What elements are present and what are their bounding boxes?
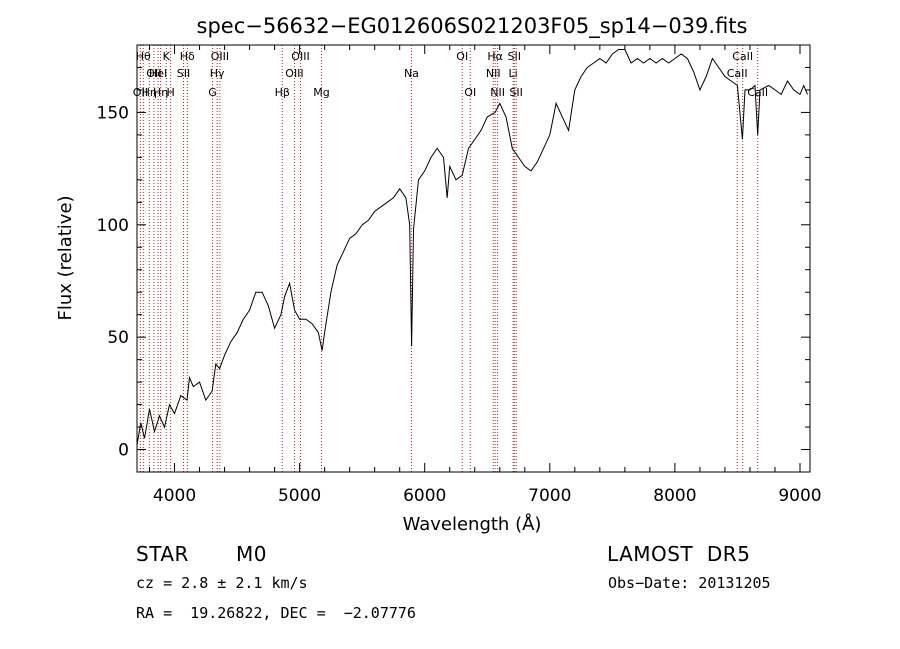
spectral-line-labels: OIIHθHηOIIHeIHηKHSIIHδGHγOIIIHβOIIIOIIIM… bbox=[133, 50, 768, 99]
plot-frame bbox=[136, 44, 811, 473]
y-tick-label: 100 bbox=[97, 216, 129, 236]
line-label: Mg bbox=[313, 86, 329, 99]
object-subclass: M0 bbox=[236, 542, 267, 566]
observation-date: Obs−Date: 20131205 bbox=[608, 574, 771, 592]
x-tick-label: 8000 bbox=[653, 486, 696, 506]
y-tick-label: 50 bbox=[107, 328, 129, 348]
sky-coordinates: RA = 19.26822, DEC = −2.07776 bbox=[136, 604, 416, 622]
x-tick-label: 9000 bbox=[778, 486, 821, 506]
line-label: OI bbox=[456, 50, 468, 63]
y-tick-label: 150 bbox=[97, 103, 129, 123]
line-label: G bbox=[208, 86, 217, 99]
x-axis: 4000 5000 6000 7000 8000 9000 bbox=[149, 45, 822, 506]
line-label: NII bbox=[486, 67, 501, 80]
chart-title: spec−56632−EG012606S021203F05_sp14−039.f… bbox=[197, 14, 748, 39]
line-label: Hη bbox=[142, 86, 157, 99]
redshift-velocity: cz = 2.8 ± 2.1 km/s bbox=[136, 574, 308, 592]
line-label: SII bbox=[177, 67, 190, 80]
line-label: Li bbox=[509, 67, 518, 80]
line-label: OIII bbox=[291, 50, 309, 63]
line-label: K bbox=[163, 50, 171, 63]
line-label: CaII bbox=[747, 86, 768, 99]
spectral-line-markers bbox=[139, 45, 759, 472]
line-label: NII bbox=[490, 86, 505, 99]
x-axis-label: Wavelength (Å) bbox=[403, 513, 542, 535]
line-label: Hη bbox=[153, 86, 168, 99]
line-label: OI bbox=[464, 86, 476, 99]
y-axis: 0 50 100 150 bbox=[97, 44, 810, 473]
line-label: Hδ bbox=[180, 50, 195, 63]
line-label: CaII bbox=[727, 67, 748, 80]
line-label: OII bbox=[146, 67, 161, 80]
line-label: Hα bbox=[487, 50, 503, 63]
line-label: OIII bbox=[211, 50, 229, 63]
spectrum-line bbox=[136, 49, 808, 446]
line-label: SII bbox=[508, 50, 521, 63]
line-label: Hθ bbox=[136, 50, 151, 63]
object-class: STAR bbox=[136, 542, 189, 566]
x-tick-label: 4000 bbox=[153, 486, 196, 506]
line-label: Na bbox=[404, 67, 419, 80]
x-tick-label: 7000 bbox=[528, 486, 571, 506]
y-axis-label: Flux (relative) bbox=[55, 195, 76, 320]
line-label: OIII bbox=[285, 67, 303, 80]
line-label: Hβ bbox=[275, 86, 290, 99]
line-label: CaII bbox=[732, 50, 753, 63]
x-tick-label: 6000 bbox=[403, 486, 446, 506]
line-label: H bbox=[167, 86, 175, 99]
y-tick-label: 0 bbox=[118, 441, 129, 461]
line-label: HeI bbox=[149, 67, 167, 80]
line-label: Hγ bbox=[210, 67, 225, 80]
x-tick-label: 5000 bbox=[278, 486, 321, 506]
survey-release: LAMOST DR5 bbox=[607, 542, 751, 566]
line-label: SII bbox=[509, 86, 522, 99]
